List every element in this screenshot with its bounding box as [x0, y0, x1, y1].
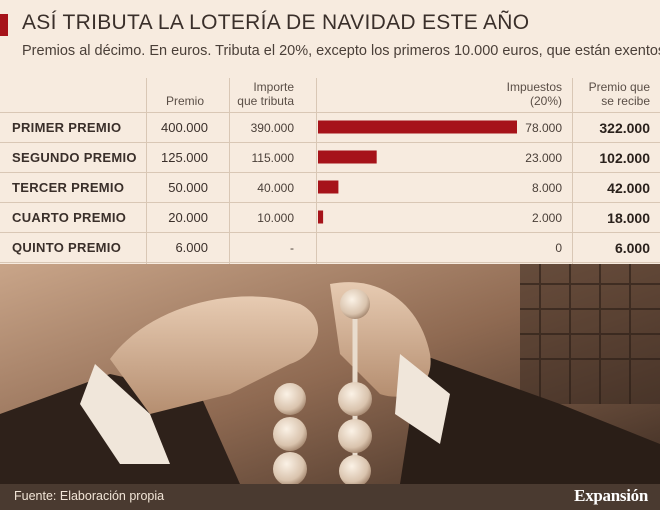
- page-title: ASÍ TRIBUTA LA LOTERÍA DE NAVIDAD ESTE A…: [22, 11, 530, 34]
- importe-value: 115.000: [251, 151, 295, 165]
- recibe-value: 322.000: [599, 120, 650, 136]
- col-header-recibe-line1: Premio que: [588, 80, 650, 94]
- recibe-value: 102.000: [599, 150, 650, 166]
- lottery-photo: [0, 264, 660, 484]
- recibe-value: 6.000: [614, 240, 650, 256]
- column-divider: [572, 78, 573, 264]
- row-divider: [0, 202, 660, 203]
- col-header-impuestos-line2: (20%): [529, 94, 562, 108]
- row-label: CUARTO PREMIO: [12, 210, 127, 225]
- col-header-importe-line1: Importe: [253, 80, 294, 94]
- tax-bar: [318, 120, 517, 134]
- col-header-importe-line2: que tributa: [237, 94, 294, 108]
- importe-value: 390.000: [250, 121, 294, 135]
- tax-bar: [318, 210, 324, 224]
- source-note: Fuente: Elaboración propia: [14, 489, 165, 503]
- importe-value: -: [290, 241, 294, 255]
- col-header-recibe: Premio que se recibe: [580, 80, 650, 108]
- row-divider: [0, 112, 660, 113]
- row-label: QUINTO PREMIO: [12, 240, 122, 255]
- recibe-value: 42.000: [607, 180, 650, 196]
- col-header-importe: Importe que tributa: [234, 80, 294, 108]
- row-divider: [0, 142, 660, 143]
- row-label: PRIMER PREMIO: [12, 120, 122, 135]
- footer: Fuente: Elaboración propia Expansión: [0, 484, 660, 510]
- premio-value: 50.000: [168, 180, 208, 195]
- tax-bar-chart: [318, 120, 517, 224]
- impuestos-value: 8.000: [531, 181, 562, 195]
- row-label: SEGUNDO PREMIO: [12, 150, 137, 165]
- header: ASÍ TRIBUTA LA LOTERÍA DE NAVIDAD ESTE A…: [0, 0, 660, 68]
- impuestos-value: 78.000: [525, 121, 562, 135]
- tax-bar: [318, 150, 377, 164]
- title-accent-bar: [0, 14, 8, 36]
- tax-bar: [318, 180, 339, 194]
- impuestos-value: 0: [555, 241, 562, 255]
- row-divider: [0, 262, 660, 263]
- importe-value: 40.000: [257, 181, 294, 195]
- row-divider: [0, 232, 660, 233]
- brand-logo: Expansión: [574, 486, 648, 505]
- lottery-photo-illustration: [0, 264, 660, 484]
- column-divider: [229, 78, 230, 264]
- premio-value: 125.000: [161, 150, 208, 165]
- premio-value: 20.000: [168, 210, 208, 225]
- recibe-value: 18.000: [607, 210, 650, 226]
- premio-value: 400.000: [161, 120, 208, 135]
- row-divider: [0, 172, 660, 173]
- col-header-recibe-line2: se recibe: [601, 94, 650, 108]
- row-label: TERCER PREMIO: [12, 180, 125, 195]
- importe-value: 10.000: [257, 211, 294, 225]
- col-header-impuestos-line1: Impuestos: [506, 80, 562, 94]
- impuestos-value: 2.000: [531, 211, 562, 225]
- column-divider: [146, 78, 147, 264]
- premio-value: 6.000: [175, 240, 208, 255]
- col-header-premio: Premio: [166, 94, 205, 108]
- page-subtitle: Premios al décimo. En euros. Tributa el …: [22, 43, 660, 59]
- impuestos-value: 23.000: [525, 151, 562, 165]
- col-header-impuestos: Impuestos (20%): [492, 80, 562, 108]
- column-divider: [316, 78, 317, 264]
